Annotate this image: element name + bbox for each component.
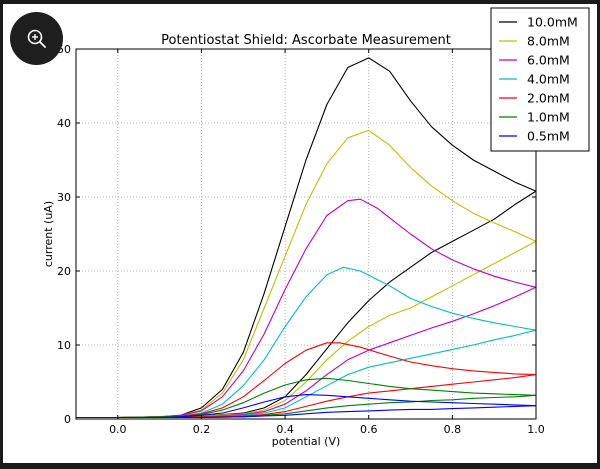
legend: 10.0mM 8.0mM 6.0mM 4.0mM 2.0mM 1.0mM 0.5mM: [490, 7, 590, 152]
legend-label: 6.0mM: [527, 53, 570, 68]
frame-border-left: [0, 0, 3, 469]
plot-area: [75, 48, 537, 420]
legend-label: 2.0mM: [527, 91, 570, 106]
series-lines: [76, 57, 537, 419]
series-line-0-5mM-forward: [76, 394, 537, 419]
series-line-2-0mM-reverse: [76, 374, 537, 419]
y-tick-label: 10: [57, 339, 71, 352]
frame-border-bottom: [0, 463, 600, 469]
zoom-button[interactable]: [10, 12, 63, 65]
x-tick-label: 0.2: [193, 423, 211, 436]
frame-border-top: [0, 0, 600, 4]
legend-label: 10.0mM: [527, 15, 578, 30]
zoom-in-icon: [27, 29, 46, 48]
legend-label: 4.0mM: [527, 72, 570, 87]
y-axis-title: current (uA): [42, 201, 55, 267]
series-line-10-0mM-forward: [76, 57, 537, 419]
legend-label: 0.5mM: [527, 129, 570, 144]
y-tick-label: 20: [57, 265, 71, 278]
series-line-0-5mM-reverse: [76, 405, 537, 419]
x-tick-label: 1.0: [527, 423, 545, 436]
x-tick-label: 0.8: [444, 423, 462, 436]
series-line-6-0mM-forward: [76, 198, 537, 419]
x-tick-label: 0.0: [109, 423, 127, 436]
y-tick-label: 40: [57, 117, 71, 130]
series-line-1-0mM-forward: [76, 377, 537, 419]
x-tick-label: 0.6: [360, 423, 378, 436]
x-axis-title: potential (V): [272, 435, 341, 448]
frame-border-right: [597, 0, 600, 469]
series-line-8-0mM-reverse: [76, 240, 537, 419]
legend-label: 8.0mM: [527, 34, 570, 49]
y-tick-label: 0: [64, 413, 71, 426]
series-line-6-0mM-reverse: [76, 286, 537, 419]
series-line-4-0mM-reverse: [76, 329, 537, 419]
chart-title: Potentiostat Shield: Ascorbate Measureme…: [161, 33, 451, 48]
series-line-10-0mM-reverse: [76, 190, 537, 419]
legend-label: 1.0mM: [527, 110, 570, 125]
y-tick-label: 30: [57, 191, 71, 204]
x-tick-label: 0.4: [276, 423, 294, 436]
